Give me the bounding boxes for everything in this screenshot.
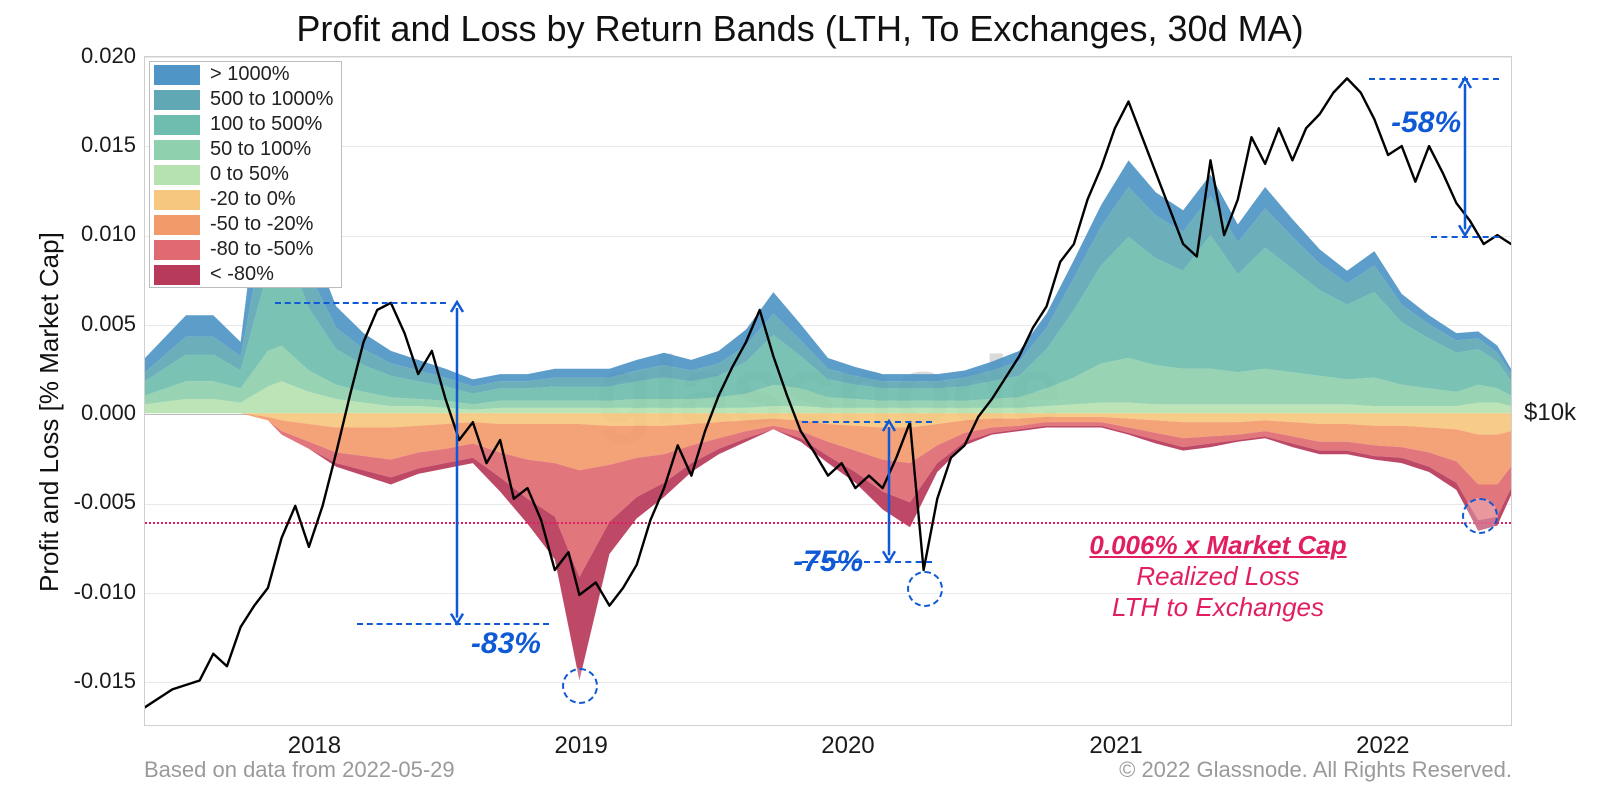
legend-item: > 1000% [150,62,341,87]
trough-marker [907,571,943,607]
legend-label: 50 to 100% [210,138,311,161]
legend-item: < -80% [150,262,341,287]
footer-right: © 2022 Glassnode. All Rights Reserved. [1119,757,1512,783]
y-tick: 0.015 [46,132,136,158]
legend-label: -80 to -50% [210,238,313,261]
legend-swatch [154,265,200,285]
y-tick: -0.015 [46,668,136,694]
right-axis-label: $10k [1524,399,1576,427]
legend-label: > 1000% [210,63,290,86]
legend-swatch [154,65,200,85]
y-tick: 0.000 [46,400,136,426]
legend: > 1000%500 to 1000%100 to 500%50 to 100%… [149,61,342,288]
footer-left: Based on data from 2022-05-29 [144,757,455,783]
x-tick: 2021 [1089,732,1142,760]
chart-wrap: Profit and Loss by Return Bands (LTH, To… [0,0,1600,793]
y-tick: -0.005 [46,489,136,515]
legend-swatch [154,190,200,210]
legend-swatch [154,140,200,160]
legend-item: -20 to 0% [150,187,341,212]
legend-item: 100 to 500% [150,112,341,137]
drawdown-extent [1369,78,1499,80]
y-tick: -0.010 [46,579,136,605]
legend-label: 100 to 500% [210,113,322,136]
callout-line3: LTH to Exchanges [1089,592,1346,623]
callout-realized-loss: 0.006% x Market Cap Realized Loss LTH to… [1089,530,1346,623]
legend-item: -50 to -20% [150,212,341,237]
drawdown-label: -58% [1391,106,1461,140]
drawdown-extent [275,302,446,304]
x-tick: 2020 [821,732,874,760]
legend-item: -80 to -50% [150,237,341,262]
legend-item: 50 to 100% [150,137,341,162]
y-tick: 0.010 [46,221,136,247]
y-tick: 0.005 [46,311,136,337]
x-tick: 2022 [1356,732,1409,760]
legend-swatch [154,115,200,135]
y-tick: 0.020 [46,43,136,69]
legend-label: < -80% [210,263,274,286]
drawdown-label: -75% [793,545,863,579]
legend-label: -20 to 0% [210,188,296,211]
legend-item: 500 to 1000% [150,87,341,112]
legend-label: 500 to 1000% [210,88,333,111]
legend-label: -50 to -20% [210,213,313,236]
drawdown-label: -83% [471,627,541,661]
chart-title: Profit and Loss by Return Bands (LTH, To… [0,8,1600,50]
legend-item: 0 to 50% [150,162,341,187]
trough-marker [562,668,598,704]
legend-swatch [154,165,200,185]
legend-swatch [154,215,200,235]
drawdown-extent [357,623,549,625]
legend-swatch [154,90,200,110]
price-line [145,57,1511,725]
x-tick: 2018 [288,732,341,760]
legend-label: 0 to 50% [210,163,289,186]
x-tick: 2019 [554,732,607,760]
plot-area: glassnode > 1000%500 to 1000%100 to 500%… [144,56,1512,726]
drawdown-extent [802,421,932,423]
callout-line2: Realized Loss [1089,561,1346,592]
legend-swatch [154,240,200,260]
callout-line1: 0.006% x Market Cap [1089,530,1346,561]
